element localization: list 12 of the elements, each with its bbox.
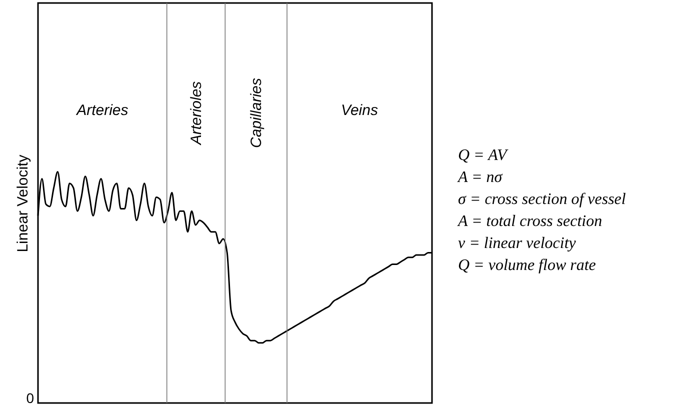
text: Capillaries bbox=[248, 77, 266, 148]
text: Arteries bbox=[76, 102, 129, 119]
text: σ = cross section of vessel bbox=[458, 191, 626, 208]
text: Q = AV bbox=[458, 147, 510, 164]
text: v = linear velocity bbox=[458, 235, 577, 252]
text: Arterioles bbox=[188, 80, 205, 146]
text: Q = volume flow rate bbox=[458, 257, 596, 274]
text: 0 bbox=[26, 390, 34, 406]
text: Veins bbox=[341, 102, 378, 119]
text: A = nσ bbox=[457, 169, 504, 186]
y-axis-title: Linear Velocity bbox=[14, 154, 32, 252]
text: A = total cross section bbox=[457, 213, 602, 230]
